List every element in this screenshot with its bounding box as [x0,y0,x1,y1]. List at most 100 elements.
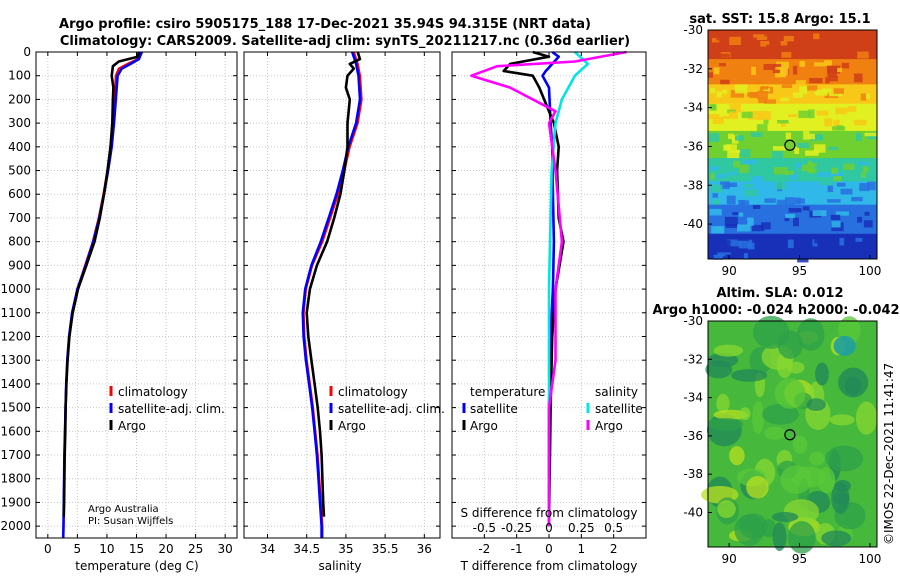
depth-tick-label: 1300 [0,353,31,367]
sst-speckle [809,134,823,141]
sst-speckle [725,224,738,228]
sst-speckle [757,91,768,100]
depth-tick-label: 0 [23,45,31,59]
difference-legend: temperature satellite Argo salinity sate… [462,385,643,433]
sst-speckle [737,224,751,232]
sst-speckle [774,69,786,78]
sst-speckle [728,111,738,119]
sst-speckle [709,208,722,216]
legend-label-s-satellite: satellite [595,402,643,416]
sst-speckle [738,212,744,217]
sst-speckle [715,40,727,48]
sst-speckle [727,133,734,140]
series-line-t-argo [502,50,565,527]
sst-speckle [824,60,832,67]
legend-label-argo: Argo [118,419,146,433]
sst-speckle [862,93,871,99]
sst-speckle [780,41,788,46]
sst-speckle [857,51,869,59]
y-tick-label: -38 [683,467,703,481]
sst-speckle [716,91,723,98]
sst-speckle [855,133,863,141]
sst-speckle [776,234,789,240]
sst-speckle [717,252,732,257]
sst-speckle [812,210,827,217]
sst-speckle [729,104,741,113]
x-tick-label: -2 [478,542,490,556]
y-tick-label: -36 [683,429,703,443]
map-frame [707,320,878,548]
sla-blob [829,414,855,426]
x-tick-label: 15 [129,542,144,556]
sst-speckle [774,167,788,175]
sst-speckle [843,163,855,170]
sla-blob [716,393,730,413]
temperature-xlabel: temperature (deg C) [75,559,198,573]
sst-speckle [835,107,848,115]
sst-speckle [830,214,841,220]
depth-tick-label: 200 [8,92,31,106]
sst-speckle [765,44,775,49]
depth-tick-label: 1600 [0,424,31,438]
sst-speckle [722,115,729,119]
sst-speckle [760,41,770,47]
sst-speckle [727,150,740,159]
argo-location-marker [784,429,796,441]
sst-speckle [820,181,833,186]
sla-blob [834,479,851,493]
sla-blob [707,418,744,431]
sst-speckle [741,111,753,119]
tdiff-xlabel: T difference from climatology [460,559,638,573]
sst-speckle [797,142,809,148]
sst-speckle [773,63,782,68]
argo-location-marker [784,139,796,151]
sst-speckle [739,164,749,173]
sst-speckle [816,33,826,40]
depth-tick-label: 1900 [0,495,31,509]
sst-speckle [835,211,849,216]
legend-label-t-argo: Argo [470,419,498,433]
depth-tick-label: 900 [8,258,31,272]
sst-speckle [813,33,820,40]
x-tick-label: 35.5 [372,542,399,556]
sst-map-title: sat. SST: 15.8 Argo: 15.1 [689,12,870,27]
depth-tick-label: 1100 [0,306,31,320]
sst-speckle [713,174,728,179]
sst-speckle [750,132,763,137]
difference-panel: -2 -1 0 1 2 -0.5 -0.25 0 0.25 0.5 [451,50,647,556]
sla-blob [817,467,836,494]
x-tick-label: 0 [545,542,553,556]
sst-speckle [716,53,730,58]
sst-speckle [797,253,809,263]
sst-speckle [739,149,751,158]
sst-speckle [743,184,753,188]
sst-speckle [805,150,819,156]
sst-speckle [708,72,714,78]
sst-speckle [731,139,739,144]
sst-speckle [738,239,753,249]
sla-blob [713,409,749,420]
sst-speckle [775,181,786,190]
sla-blob [855,401,878,435]
sst-speckle [798,32,805,39]
sst-speckle [729,149,741,153]
series-line-argo [62,51,141,517]
legend-label-satellite: satellite-adj. clim. [118,402,225,416]
sst-band [708,59,877,85]
sst-speckle [727,239,741,247]
sst-speckle [828,247,839,257]
sst-speckle [827,185,834,193]
sst-speckle [795,162,802,168]
sst-speckle [833,119,840,128]
sst-speckle [719,63,727,67]
sst-speckle [719,181,730,190]
sla-blob [809,451,825,466]
depth-tick-label: 500 [8,164,31,178]
x-tick-label: 36 [417,542,432,556]
sst-speckle [722,89,728,94]
sst-speckle [859,183,870,192]
x-tick-label: 1 [578,542,586,556]
sst-speckle [796,198,805,204]
sst-speckle [807,133,815,140]
sst-speckle [803,236,811,244]
